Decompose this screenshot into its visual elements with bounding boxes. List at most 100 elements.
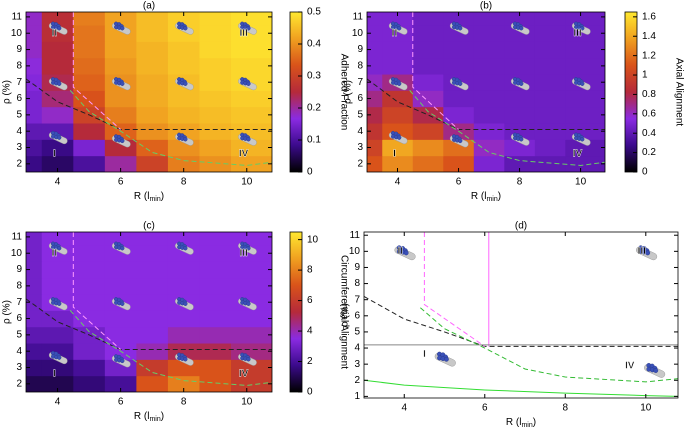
bead — [397, 135, 402, 140]
heatmap-cell — [199, 123, 232, 140]
heatmap-cell — [443, 41, 475, 59]
heatmap-cell — [473, 90, 505, 108]
heatmap-cell — [136, 261, 169, 279]
x-tick-label: 4 — [401, 403, 407, 414]
heatmap-cell — [41, 57, 74, 75]
colorbar-tick-label: 6 — [307, 295, 313, 306]
bead — [580, 81, 585, 86]
heatmap-cell — [367, 155, 383, 172]
heatmap-cell — [167, 57, 200, 75]
boundary-line — [364, 379, 678, 397]
bead — [120, 81, 125, 86]
heatmap-cell — [73, 375, 106, 392]
bead — [57, 26, 62, 31]
heatmap-cell — [73, 359, 106, 377]
region-label: I — [53, 369, 56, 380]
heatmap-cell — [136, 359, 169, 377]
bead — [458, 138, 463, 144]
bead — [57, 301, 62, 306]
bead — [397, 26, 402, 31]
heatmap-cell — [443, 57, 475, 75]
heatmap-cell — [167, 232, 200, 246]
heatmap-cell — [167, 41, 200, 59]
heatmap-cell — [104, 232, 137, 246]
bead — [246, 81, 251, 86]
molecule-illustration — [238, 21, 257, 35]
boundary-line — [26, 298, 272, 351]
heatmap-cell — [367, 106, 383, 124]
heatmap-cell — [73, 25, 106, 42]
y-tick-label: 10 — [349, 246, 361, 257]
heatmap-cell — [26, 277, 43, 295]
y-tick-label: 11 — [12, 232, 23, 243]
heatmap-cell — [473, 123, 505, 140]
colorbar-tick-label: 1 — [642, 70, 648, 81]
heatmap-cell — [412, 74, 444, 91]
heatmap-cell — [41, 277, 74, 295]
x-axis-label-part: ) — [161, 191, 164, 202]
heatmap-cell — [199, 74, 232, 91]
y-tick-label: 7 — [354, 294, 360, 305]
heatmap-cell — [199, 375, 232, 392]
heatmap-cell — [104, 310, 137, 328]
heatmap-cell — [473, 57, 505, 75]
bead — [444, 356, 449, 362]
heatmap-cell — [26, 57, 43, 75]
y-tick-label: 2 — [354, 375, 360, 386]
heatmap-cell — [41, 326, 74, 344]
heatmap-cell — [473, 139, 505, 157]
molecule-illustration — [238, 352, 257, 366]
chart-title: (c) — [143, 221, 155, 232]
plot-frame — [25, 11, 273, 173]
heatmap-cell — [26, 155, 43, 172]
heatmap-cell — [199, 90, 232, 108]
bead — [403, 250, 409, 256]
molecule-illustration — [175, 241, 194, 255]
heatmap-cell — [136, 12, 169, 26]
heatmap-cell — [565, 106, 605, 124]
heatmap-cell — [534, 123, 566, 140]
colorbar-tick-label: 1.2 — [642, 50, 656, 61]
heatmap-cell — [26, 74, 43, 91]
heatmap-cell — [136, 155, 169, 172]
heatmap-cell — [73, 12, 106, 26]
heatmap-cell — [26, 232, 43, 246]
y-axis-label: ρ (%) — [340, 303, 351, 327]
heatmap-cell — [136, 232, 169, 246]
heatmap-cell — [167, 155, 200, 172]
x-tick-label: 8 — [181, 177, 187, 188]
y-tick-label: 9 — [16, 44, 22, 55]
molecule-illustration — [394, 245, 416, 261]
heatmap-cell — [367, 74, 383, 91]
bead — [519, 26, 524, 31]
heatmap-cell — [199, 25, 232, 42]
x-axis-label-part: R (l — [506, 417, 522, 428]
y-tick-label: 1 — [354, 391, 360, 402]
heatmap-cell — [534, 12, 566, 26]
heatmap-cell — [382, 106, 414, 124]
y-tick-label: 11 — [350, 230, 361, 241]
heatmap-cell — [412, 57, 444, 75]
bead — [580, 137, 585, 142]
bead — [57, 135, 62, 140]
x-tick-label: 8 — [181, 397, 187, 408]
y-tick-label: 4 — [16, 346, 22, 357]
colorbar-tick-label: 0.4 — [642, 128, 656, 139]
heatmap-cell — [41, 41, 74, 59]
heatmap-cell — [443, 106, 475, 124]
colorbar — [289, 11, 303, 173]
region-label: II — [52, 28, 58, 39]
y-tick-label: 5 — [16, 109, 22, 120]
heatmap-cell — [41, 261, 74, 279]
heatmap-cell — [231, 261, 272, 279]
heatmap-cell — [412, 12, 444, 26]
heatmap-cell — [534, 25, 566, 42]
x-tick-label: 8 — [517, 177, 523, 188]
molecule-illustration — [111, 241, 131, 255]
heatmap-cell — [104, 261, 137, 279]
bead — [57, 246, 62, 251]
region-label: I — [53, 149, 56, 160]
y-tick-label: 9 — [354, 262, 360, 273]
plot-frame — [25, 231, 273, 393]
heatmap-cell — [167, 375, 200, 392]
